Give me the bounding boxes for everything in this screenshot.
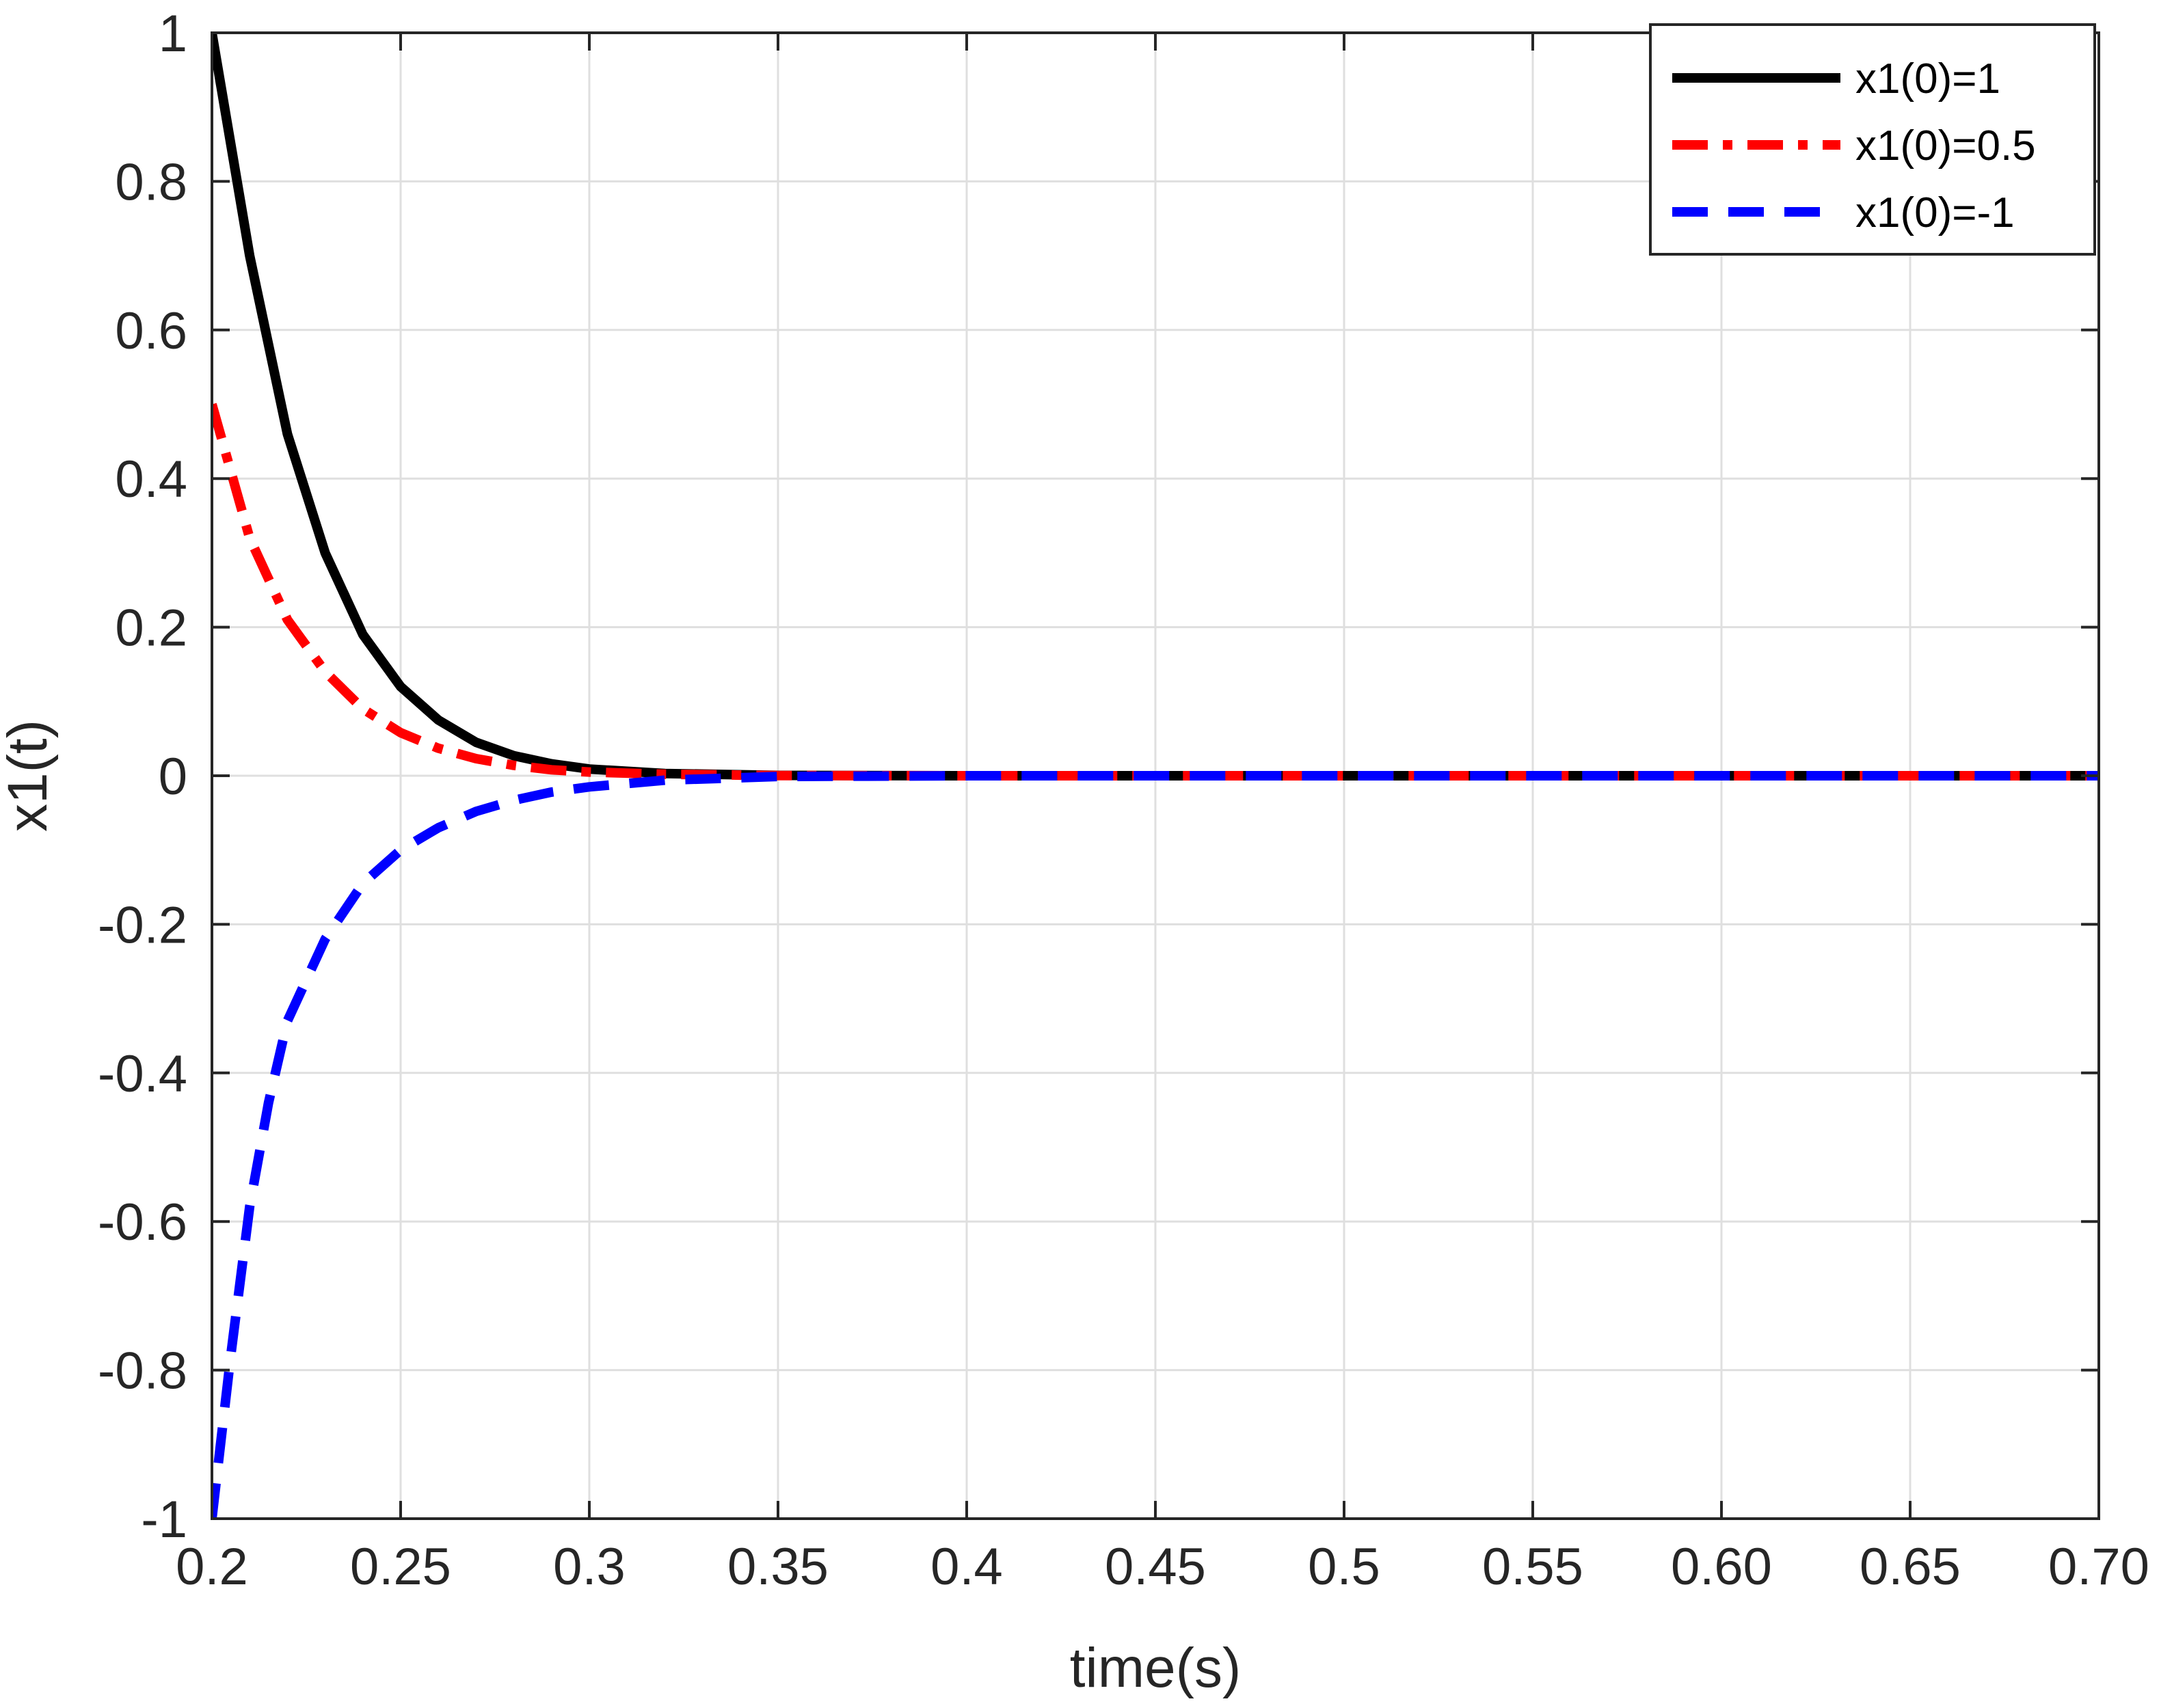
x-tick-label: 0.5 — [1308, 1538, 1380, 1596]
legend-label-1: x1(0)=1 — [1855, 55, 2000, 103]
tick-labels: 0.2 0.25 0.3 0.35 0.4 0.45 0.5 0.55 0.60 0.65 0.70… — [98, 5, 2149, 1596]
y-tick-label: 0.4 — [115, 450, 187, 509]
x-tick-label: 0.35 — [727, 1538, 829, 1596]
x-tick-label: 0.2 — [176, 1538, 248, 1596]
legend-label-3: x1(0)=-1 — [1855, 189, 2015, 236]
y-tick-label: -0.8 — [98, 1342, 187, 1400]
series-layer — [212, 33, 2099, 1519]
y-tick-label: 0.6 — [115, 302, 187, 360]
x-tick-label: 0.55 — [1482, 1538, 1583, 1596]
y-tick-label: 0.8 — [115, 153, 187, 211]
legend-label-2: x1(0)=0.5 — [1855, 122, 2036, 170]
x-tick-label: 0.25 — [350, 1538, 451, 1596]
x-axis-label: time(s) — [1070, 1637, 1242, 1699]
y-tick-label: 0.2 — [115, 599, 187, 658]
x-tick-label: 0.70 — [2048, 1538, 2149, 1596]
y-tick-label: 1 — [159, 5, 187, 63]
x-tick-label: 0.3 — [553, 1538, 626, 1596]
x-tick-label: 0.4 — [930, 1538, 1003, 1596]
legend-box — [1649, 23, 2096, 256]
y-tick-label: -0.6 — [98, 1193, 187, 1251]
y-tick-label: -1 — [141, 1491, 187, 1549]
axis-ticks — [211, 31, 2100, 1520]
y-axis-label: x1(t) — [0, 720, 59, 832]
y-tick-label: -0.4 — [98, 1045, 187, 1103]
y-tick-label: 0 — [159, 748, 187, 806]
x-tick-label: 0.65 — [1860, 1538, 1961, 1596]
series-line-3 — [212, 771, 2099, 1519]
legend: x1(0)=1 x1(0)=0.5 x1(0)=-1 — [1649, 23, 2096, 256]
x-tick-label: 0.60 — [1671, 1538, 1772, 1596]
x-tick-label: 0.45 — [1105, 1538, 1206, 1596]
y-tick-label: -0.2 — [98, 896, 187, 954]
